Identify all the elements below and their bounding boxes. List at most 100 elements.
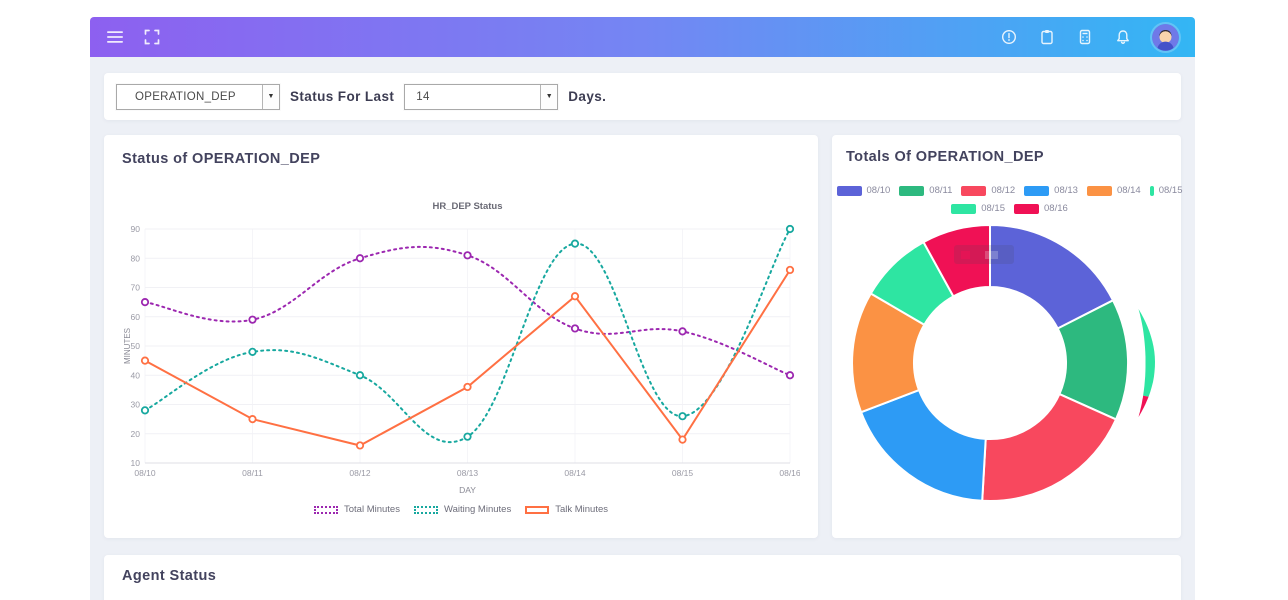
legend-swatch [1024, 185, 1050, 196]
point-talk-minutes [463, 382, 472, 392]
dashboard-app: OPERATION_DEP ▼ Status For Last 14 ▼ Day… [90, 17, 1195, 600]
line-chart-legend: Total Minutes Waiting Minutes Talk Minutes [122, 504, 800, 515]
x-tick-label: 08/12 [349, 468, 371, 478]
days-select[interactable]: 14 ▼ [404, 83, 559, 110]
legend-swatch [313, 505, 338, 514]
donut-chart-legend: 08/10 08/11 08/12 08/13 08/14 08/15 08/15 08/16 [836, 185, 1183, 214]
donut-detached-sliver [1138, 309, 1155, 397]
point-waiting-minutes [355, 371, 365, 380]
legend-label: 08/10 [866, 185, 891, 196]
point-talk-minutes [355, 441, 365, 450]
donut-slice-08/13[interactable] [859, 388, 987, 502]
point-waiting-minutes [678, 412, 687, 421]
legend-swatch [836, 185, 862, 196]
clipboard-icon[interactable] [1038, 29, 1055, 46]
donut-legend-item-08-16[interactable]: 08/16 [1014, 203, 1068, 214]
line-series-waiting-minutes [144, 228, 791, 444]
legend-swatch [525, 505, 550, 514]
legend-swatch [1014, 203, 1039, 214]
point-talk-minutes [785, 265, 795, 275]
department-select-value: OPERATION_DEP [135, 90, 236, 103]
donut-chart [851, 223, 1155, 503]
point-total-minutes [678, 327, 687, 336]
legend-label: 08/15 [1158, 185, 1183, 196]
legend-label: Talk Minutes [555, 504, 609, 515]
donut-slice-08/16[interactable] [922, 223, 991, 298]
point-total-minutes [570, 324, 580, 333]
legend-item-waiting-minutes[interactable]: Waiting Minutes [413, 504, 512, 515]
status-card-title: Status of OPERATION_DEP [122, 151, 321, 167]
donut-legend-item-08-15[interactable]: 08/15 [1149, 185, 1183, 196]
navbar-left-group [106, 29, 160, 46]
point-waiting-minutes [248, 347, 257, 356]
y-tick-label: 90 [131, 224, 141, 234]
donut-legend-item-08-14[interactable]: 08/14 [1086, 185, 1141, 196]
donut-legend-item-08-12[interactable]: 08/12 [961, 185, 1015, 196]
legend-label: 08/16 [1044, 203, 1068, 214]
agent-status-card: Agent Status [104, 555, 1181, 600]
donut-legend-row: 08/15 08/16 [846, 203, 1173, 214]
user-avatar[interactable] [1152, 23, 1179, 51]
totals-chart-card: Totals Of OPERATION_DEP 08/10 08/11 08/12 0… [832, 135, 1183, 538]
point-waiting-minutes [463, 432, 472, 441]
line-chart-title: HR_DEP Status [432, 201, 502, 212]
fullscreen-icon[interactable] [143, 29, 160, 46]
donut-detached-sliver [1138, 395, 1149, 417]
point-talk-minutes [248, 415, 257, 424]
days-label: Days. [568, 89, 607, 104]
point-waiting-minutes [140, 406, 150, 415]
x-tick-label: 08/16 [779, 468, 800, 478]
point-talk-minutes [678, 435, 687, 444]
x-tick-label: 08/15 [672, 468, 694, 478]
y-tick-label: 30 [131, 400, 141, 410]
legend-label: 08/11 [929, 185, 953, 196]
legend-swatch [413, 505, 438, 514]
point-total-minutes [463, 251, 472, 260]
point-total-minutes [248, 315, 257, 324]
donut-slice-08/12[interactable] [981, 392, 1118, 503]
totals-card-title: Totals Of OPERATION_DEP [846, 149, 1044, 165]
tooltip-ghost [954, 245, 1014, 264]
help-icon[interactable] [1000, 29, 1017, 46]
menu-icon[interactable] [106, 29, 123, 46]
line-chart-wrap: HR_DEP Status 08/10 08/11 08/12 08/13 08/14 08… [122, 195, 801, 502]
y-tick-label: 70 [131, 283, 141, 293]
legend-label: 08/14 [1116, 185, 1141, 196]
donut-legend-item-08-15[interactable]: 08/15 [951, 203, 1005, 214]
x-tick-label: 08/10 [134, 468, 156, 478]
legend-item-total-minutes[interactable]: Total Minutes [313, 504, 400, 515]
legend-label: 08/13 [1054, 185, 1078, 196]
legend-swatch [951, 203, 977, 214]
y-tick-label: 40 [131, 370, 141, 380]
bell-icon[interactable] [1114, 29, 1131, 46]
donut-legend-item-08-13[interactable]: 08/13 [1024, 185, 1078, 196]
y-tick-label: 80 [131, 253, 141, 263]
line-chart: HR_DEP Status 08/10 08/11 08/12 08/13 08/14 08… [123, 201, 801, 495]
point-waiting-minutes [785, 224, 795, 234]
point-talk-minutes [570, 292, 580, 301]
filter-bar: OPERATION_DEP ▼ Status For Last 14 ▼ Day… [104, 73, 1181, 120]
legend-swatch [961, 185, 987, 196]
tooltip-ghost-swatch [961, 251, 970, 259]
x-tick-label: 08/13 [457, 468, 479, 478]
y-tick-label: 60 [131, 312, 141, 322]
donut-legend-item-08-11[interactable]: 08/11 [899, 185, 952, 196]
point-total-minutes [355, 254, 365, 263]
donut-legend-item-08-10[interactable]: 08/10 [836, 185, 891, 196]
x-axis-title: DAY [459, 485, 476, 495]
legend-item-talk-minutes[interactable]: Talk Minutes [525, 504, 608, 515]
navbar-right-group [1000, 23, 1179, 51]
y-axis-title: MINUTES [123, 328, 132, 364]
legend-label: Total Minutes [343, 504, 400, 515]
y-tick-label: 20 [131, 429, 141, 439]
agent-status-title: Agent Status [122, 568, 217, 584]
point-total-minutes [785, 371, 795, 380]
department-select[interactable]: OPERATION_DEP ▼ [116, 83, 280, 110]
status-chart-card: Status of OPERATION_DEP HR_DEP Status 08/… [104, 135, 818, 538]
legend-label: Waiting Minutes [443, 504, 512, 515]
legend-swatch [1149, 185, 1154, 196]
days-select-value: 14 [416, 90, 430, 103]
chevron-down-icon: ▼ [540, 84, 558, 109]
content-area: OPERATION_DEP ▼ Status For Last 14 ▼ Day… [90, 57, 1195, 600]
calculator-icon[interactable] [1076, 29, 1093, 46]
